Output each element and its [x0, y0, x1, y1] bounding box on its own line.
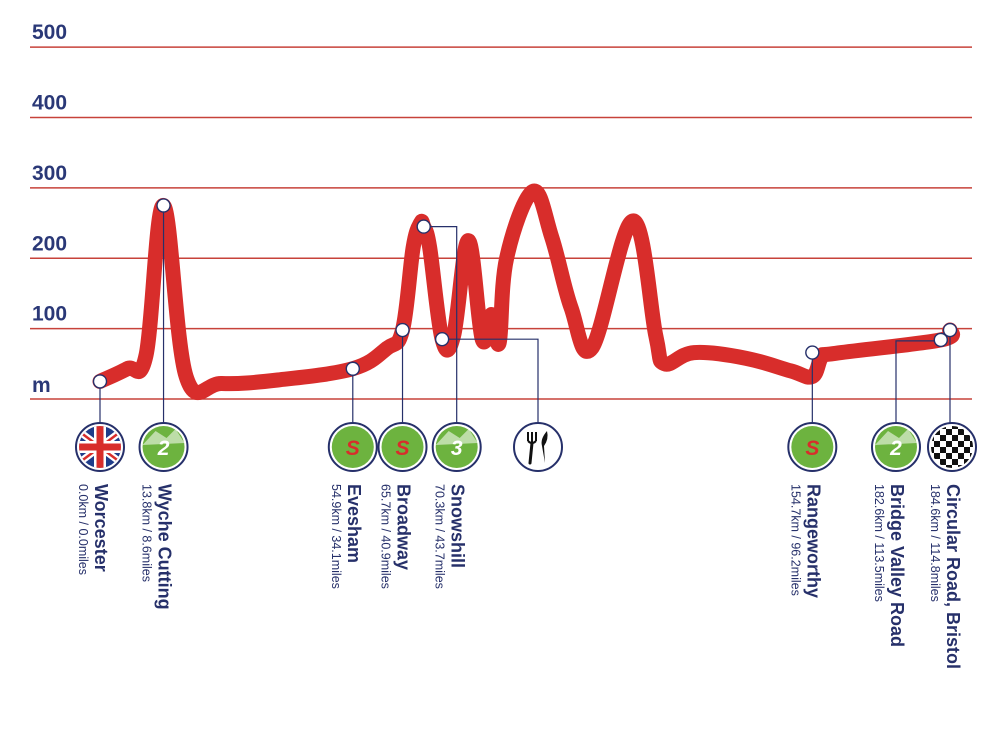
badge-fill	[791, 426, 834, 468]
y-tick-label: 400	[32, 92, 67, 115]
waypoint-name: Evesham	[344, 484, 364, 563]
climb-badge: 2	[138, 422, 189, 472]
waypoint-distance: 65.7km / 40.9miles	[379, 484, 393, 589]
waypoint-name: Broadway	[394, 484, 414, 570]
badge-fill	[331, 426, 374, 468]
waypoint-marker	[395, 322, 410, 338]
y-axis-label: m	[32, 374, 51, 397]
badge-label: 3	[451, 437, 463, 460]
badge-label: S	[805, 437, 819, 460]
waypoint-name: Rangeworthy	[803, 484, 823, 598]
climb-badge: 2	[871, 422, 921, 472]
waypoint-marker	[92, 374, 108, 389]
badge-label: 2	[157, 437, 170, 460]
waypoint-distance: 182.6km / 113.5miles	[872, 484, 886, 602]
badge-rim	[513, 422, 563, 472]
waypoint-marker	[933, 332, 948, 348]
waypoint-name: Wyche Cutting	[155, 484, 175, 610]
flag-uk-badge	[75, 422, 125, 472]
sprint-badge: S	[327, 422, 378, 472]
mountain-icon	[142, 429, 185, 445]
mountain-icon	[435, 429, 478, 445]
badge-label: S	[346, 437, 360, 460]
waypoint-distance: 13.8km / 8.6miles	[140, 484, 154, 582]
waypoint-name: Worcester	[91, 484, 111, 572]
waypoint-leader-line	[442, 338, 539, 423]
sprint-badge: S	[377, 422, 428, 472]
uk-flag-icon	[79, 426, 121, 468]
waypoint-distance: 0.0km / 0.0miles	[76, 484, 90, 575]
badge-fill	[381, 426, 424, 468]
sprint-badge: S	[787, 422, 838, 472]
y-tick-label: 500	[32, 21, 67, 44]
waypoint-distance: 54.9km / 34.1miles	[329, 484, 343, 589]
waypoint-marker	[416, 219, 431, 234]
waypoint-distance: 154.7km / 96.2miles	[788, 484, 802, 596]
waypoint-distance: 184.6km / 114.8miles	[928, 484, 942, 602]
waypoint-leader-line	[895, 340, 941, 423]
waypoint-marker	[805, 345, 820, 360]
waypoint-name: Snowshill	[448, 484, 468, 568]
y-tick-label: 100	[32, 303, 67, 326]
waypoint-leader-line	[423, 225, 458, 423]
y-tick-label: 200	[32, 232, 67, 255]
badge-label: 2	[889, 437, 902, 460]
y-tick-label: 300	[32, 162, 67, 185]
waypoint-marker	[434, 331, 450, 347]
climb-badge: 3	[431, 422, 482, 472]
waypoint-name: Bridge Valley Road	[887, 484, 907, 647]
mountain-icon	[875, 429, 917, 445]
waypoint-marker	[345, 361, 360, 376]
feed-badge	[513, 422, 563, 472]
waypoint-marker	[156, 198, 171, 213]
badge-label: S	[396, 437, 410, 460]
fork-knife-icon	[527, 431, 548, 465]
waypoint-distance: 70.3km / 43.7miles	[433, 484, 447, 589]
finish-badge	[927, 422, 977, 472]
waypoint-marker	[942, 322, 958, 338]
waypoint-name: Circular Road, Bristol	[943, 484, 963, 669]
elevation-profile-line	[92, 183, 960, 400]
